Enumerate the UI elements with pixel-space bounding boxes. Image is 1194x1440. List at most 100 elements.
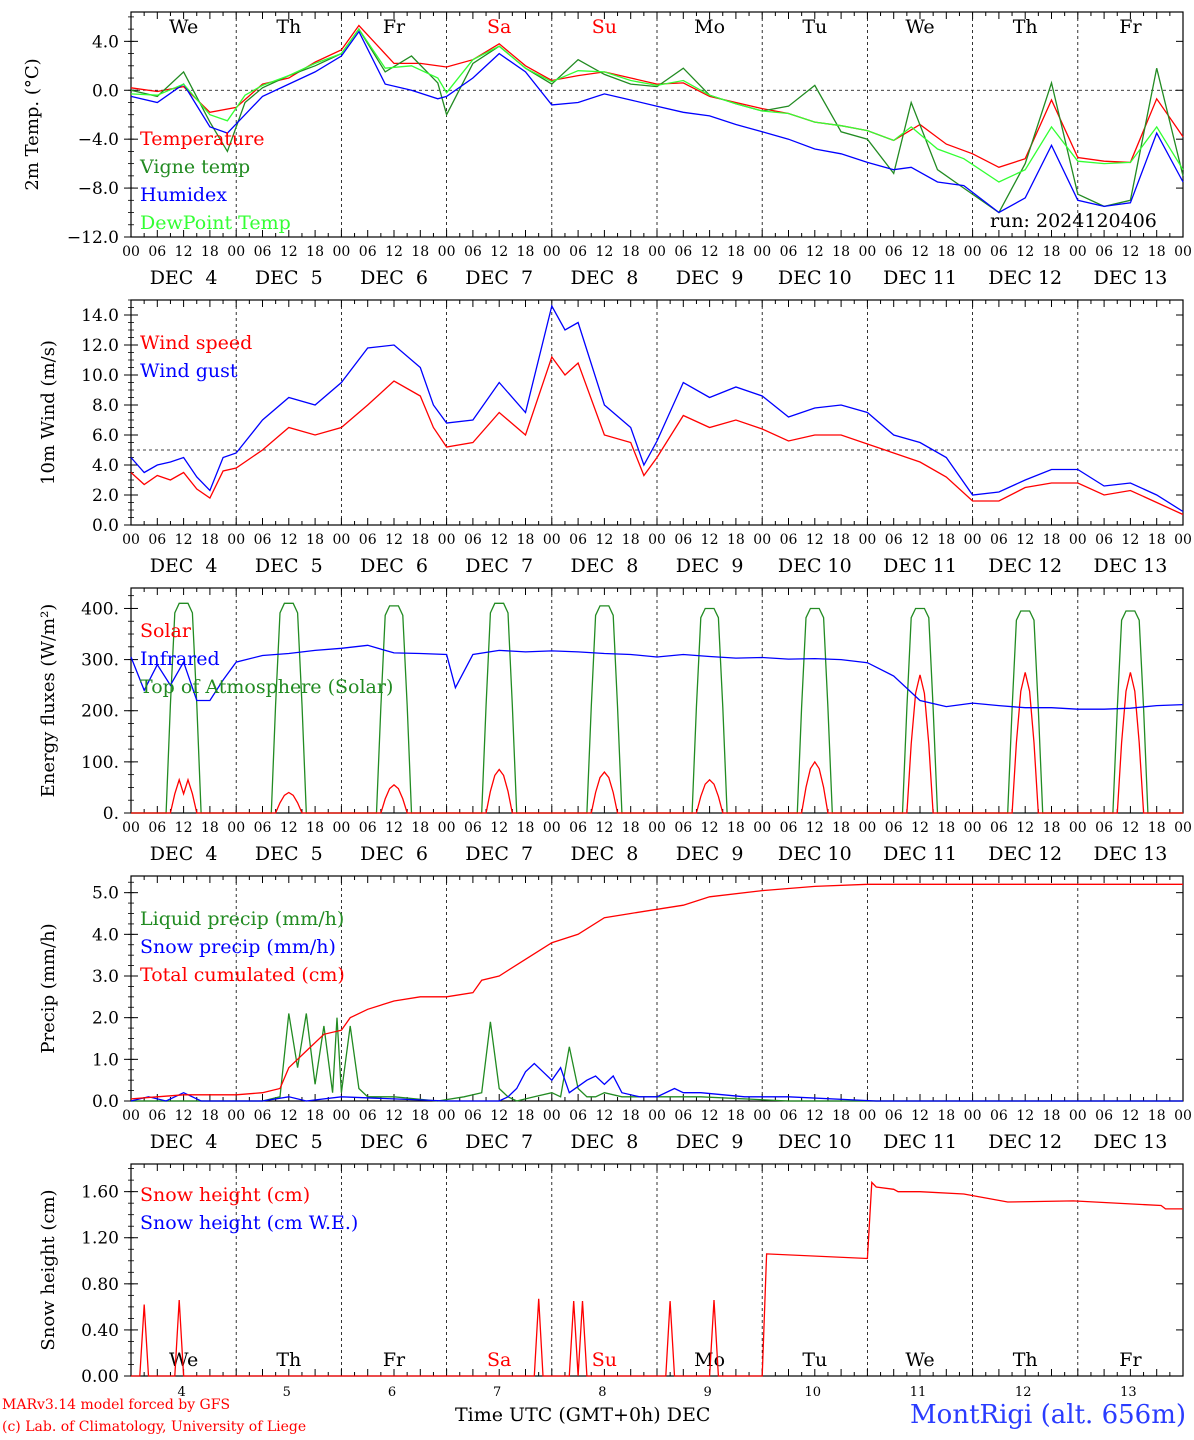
series-line-1-0	[130, 355, 1184, 516]
hour-tick-label: 06	[359, 820, 377, 836]
hour-tick-label: 18	[1148, 1108, 1166, 1124]
plot-frame	[130, 11, 1184, 238]
weekday-label: We	[905, 16, 934, 38]
y-tick-label: 6.0	[92, 426, 119, 446]
hour-tick-label: 00	[1174, 244, 1192, 260]
y-tick-label: 12.0	[81, 336, 119, 356]
hour-tick-label: 00	[964, 244, 982, 260]
y-axis-title: 2m Temp. (°C)	[22, 58, 43, 190]
hour-tick-label: 18	[832, 244, 850, 260]
hour-tick-label: 06	[254, 244, 272, 260]
solar-curve	[972, 672, 1078, 814]
date-label: DEC 10	[778, 843, 852, 865]
weekday-label: Fr	[383, 16, 406, 38]
hour-tick-label: 12	[701, 244, 719, 260]
hour-tick-label: 00	[648, 820, 666, 836]
date-label: DEC 4	[150, 267, 218, 289]
date-label: DEC 7	[465, 555, 533, 577]
date-label: DEC 6	[360, 1131, 428, 1153]
date-label: DEC 9	[676, 1131, 744, 1153]
weekday-label: Th	[276, 16, 301, 38]
y-tick-label: 0.0	[92, 81, 119, 101]
hour-tick-label: 18	[937, 1108, 955, 1124]
toa-curve	[446, 602, 552, 814]
hour-tick-label: 12	[806, 820, 824, 836]
hour-tick-label: 00	[543, 244, 561, 260]
station-title: MontRigi (alt. 656m)	[910, 1400, 1186, 1430]
hour-tick-label: 06	[464, 820, 482, 836]
y-tick-label: 1.0	[92, 1050, 119, 1070]
hour-tick-label: 12	[1121, 532, 1139, 548]
weekday-label: Tu	[802, 16, 827, 38]
hour-tick-label: 18	[201, 532, 219, 548]
hour-tick-label: 06	[464, 1108, 482, 1124]
hour-tick-label: 12	[595, 244, 613, 260]
hour-tick-label: 18	[832, 1108, 850, 1124]
hour-tick-label: 12	[806, 244, 824, 260]
hour-tick-label: 12	[806, 532, 824, 548]
hour-tick-label: 18	[517, 1108, 535, 1124]
hour-tick-label: 06	[780, 820, 798, 836]
y-axis-title: Energy fluxes (W/m²)	[38, 604, 59, 798]
weekday-label: Tu	[802, 1349, 827, 1371]
hour-tick-label: 12	[1121, 244, 1139, 260]
hour-tick-label: 06	[464, 532, 482, 548]
hour-tick-label: 06	[254, 1108, 272, 1124]
toa-curve	[657, 607, 763, 814]
weekday-label: Fr	[383, 1349, 406, 1371]
hour-tick-label: 06	[359, 532, 377, 548]
hour-tick-label: 18	[306, 244, 324, 260]
weekday-label: Th	[1013, 1349, 1038, 1371]
hour-tick-label: 18	[622, 820, 640, 836]
y-tick-label: 200.	[81, 702, 119, 722]
hour-tick-label: 12	[490, 532, 508, 548]
hour-tick-label: 00	[648, 532, 666, 548]
y-tick-label: 4.0	[92, 925, 119, 945]
y-tick-label: 0.	[103, 804, 119, 824]
lab-credit: (c) Lab. of Climatology, University of L…	[2, 1419, 307, 1435]
date-label: DEC 6	[360, 555, 428, 577]
hour-tick-label: 00	[858, 532, 876, 548]
y-tick-label: 4.0	[92, 456, 119, 476]
date-label: DEC 9	[676, 843, 744, 865]
hour-tick-label: 06	[359, 244, 377, 260]
day-number-label: 13	[1120, 1385, 1137, 1400]
toa-curve	[972, 610, 1078, 814]
hour-tick-label: 00	[1069, 244, 1087, 260]
day-number-label: 7	[493, 1385, 501, 1400]
hour-tick-label: 06	[569, 244, 587, 260]
y-tick-label: 0.0	[92, 516, 119, 536]
hour-tick-label: 00	[543, 820, 561, 836]
legend-entry: DewPoint Temp	[140, 212, 291, 234]
legend-entry: Temperature	[140, 128, 264, 150]
date-label: DEC 11	[883, 267, 957, 289]
date-label: DEC 7	[465, 267, 533, 289]
solar-curve	[446, 768, 552, 814]
hour-tick-label: 18	[937, 532, 955, 548]
date-label: DEC 12	[988, 267, 1062, 289]
legend-entry: Top of Atmosphere (Solar)	[140, 676, 393, 698]
date-label: DEC 7	[465, 1131, 533, 1153]
hour-tick-label: 06	[148, 532, 166, 548]
hour-tick-label: 18	[1043, 244, 1061, 260]
legend-entry: Solar	[140, 620, 192, 642]
hour-tick-label: 12	[385, 532, 403, 548]
hour-tick-label: 12	[595, 820, 613, 836]
weekday-label: We	[169, 16, 198, 38]
hour-tick-label: 06	[885, 820, 903, 836]
hour-tick-label: 18	[1148, 532, 1166, 548]
hour-tick-label: 06	[885, 532, 903, 548]
hour-tick-label: 12	[595, 532, 613, 548]
hour-tick-label: 06	[990, 532, 1008, 548]
hour-tick-label: 00	[753, 1108, 771, 1124]
weekday-label: Th	[276, 1349, 301, 1371]
y-tick-label: −12.0	[67, 228, 119, 248]
toa-curve	[236, 602, 342, 814]
hour-tick-label: 18	[622, 532, 640, 548]
y-tick-label: −4.0	[78, 130, 119, 150]
solar-curve	[762, 760, 868, 814]
hour-tick-label: 12	[701, 532, 719, 548]
y-axis-title: 10m Wind (m/s)	[38, 340, 59, 485]
hour-tick-label: 18	[201, 1108, 219, 1124]
weekday-label: Su	[592, 16, 617, 38]
